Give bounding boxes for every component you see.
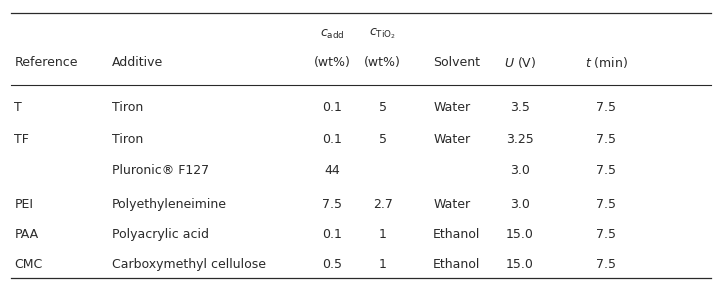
Text: 0.5: 0.5 [322,258,342,271]
Text: 7.5: 7.5 [596,133,617,146]
Text: 3.5: 3.5 [510,101,530,114]
Text: Water: Water [433,101,470,114]
Text: Additive: Additive [112,56,163,69]
Text: 2.7: 2.7 [373,198,393,211]
Text: Tiron: Tiron [112,101,143,114]
Text: PEI: PEI [14,198,33,211]
Text: Ethanol: Ethanol [433,228,481,241]
Text: Solvent: Solvent [433,56,480,69]
Text: $\mathit{c}_{\mathrm{TiO}_2}$: $\mathit{c}_{\mathrm{TiO}_2}$ [369,27,396,41]
Text: Reference: Reference [14,56,78,69]
Text: PAA: PAA [14,228,38,241]
Text: 1: 1 [379,228,386,241]
Text: 3.0: 3.0 [510,164,530,177]
Text: $\mathit{t}$ (min): $\mathit{t}$ (min) [585,55,628,70]
Text: 44: 44 [324,164,340,177]
Text: 7.5: 7.5 [596,198,617,211]
Text: 0.1: 0.1 [322,133,342,146]
Text: Pluronic® F127: Pluronic® F127 [112,164,209,177]
Text: $\mathit{U}$ (V): $\mathit{U}$ (V) [504,55,536,70]
Text: Carboxymethyl cellulose: Carboxymethyl cellulose [112,258,266,271]
Text: 1: 1 [379,258,386,271]
Text: Water: Water [433,133,470,146]
Text: Water: Water [433,198,470,211]
Text: (wt%): (wt%) [364,56,401,69]
Text: 7.5: 7.5 [322,198,342,211]
Text: CMC: CMC [14,258,43,271]
Text: 5: 5 [378,133,387,146]
Text: Tiron: Tiron [112,133,143,146]
Text: 5: 5 [378,101,387,114]
Text: Ethanol: Ethanol [433,258,481,271]
Text: T: T [14,101,22,114]
Text: 7.5: 7.5 [596,164,617,177]
Text: 0.1: 0.1 [322,101,342,114]
Text: 15.0: 15.0 [506,228,534,241]
Text: 7.5: 7.5 [596,101,617,114]
Text: $\mathit{c}_\mathrm{add}$: $\mathit{c}_\mathrm{add}$ [320,28,344,41]
Text: 7.5: 7.5 [596,258,617,271]
Text: Polyethyleneimine: Polyethyleneimine [112,198,227,211]
Text: 3.0: 3.0 [510,198,530,211]
Text: 15.0: 15.0 [506,258,534,271]
Text: (wt%): (wt%) [313,56,351,69]
Text: TF: TF [14,133,30,146]
Text: Polyacrylic acid: Polyacrylic acid [112,228,209,241]
Text: 3.25: 3.25 [506,133,534,146]
Text: 0.1: 0.1 [322,228,342,241]
Text: 7.5: 7.5 [596,228,617,241]
